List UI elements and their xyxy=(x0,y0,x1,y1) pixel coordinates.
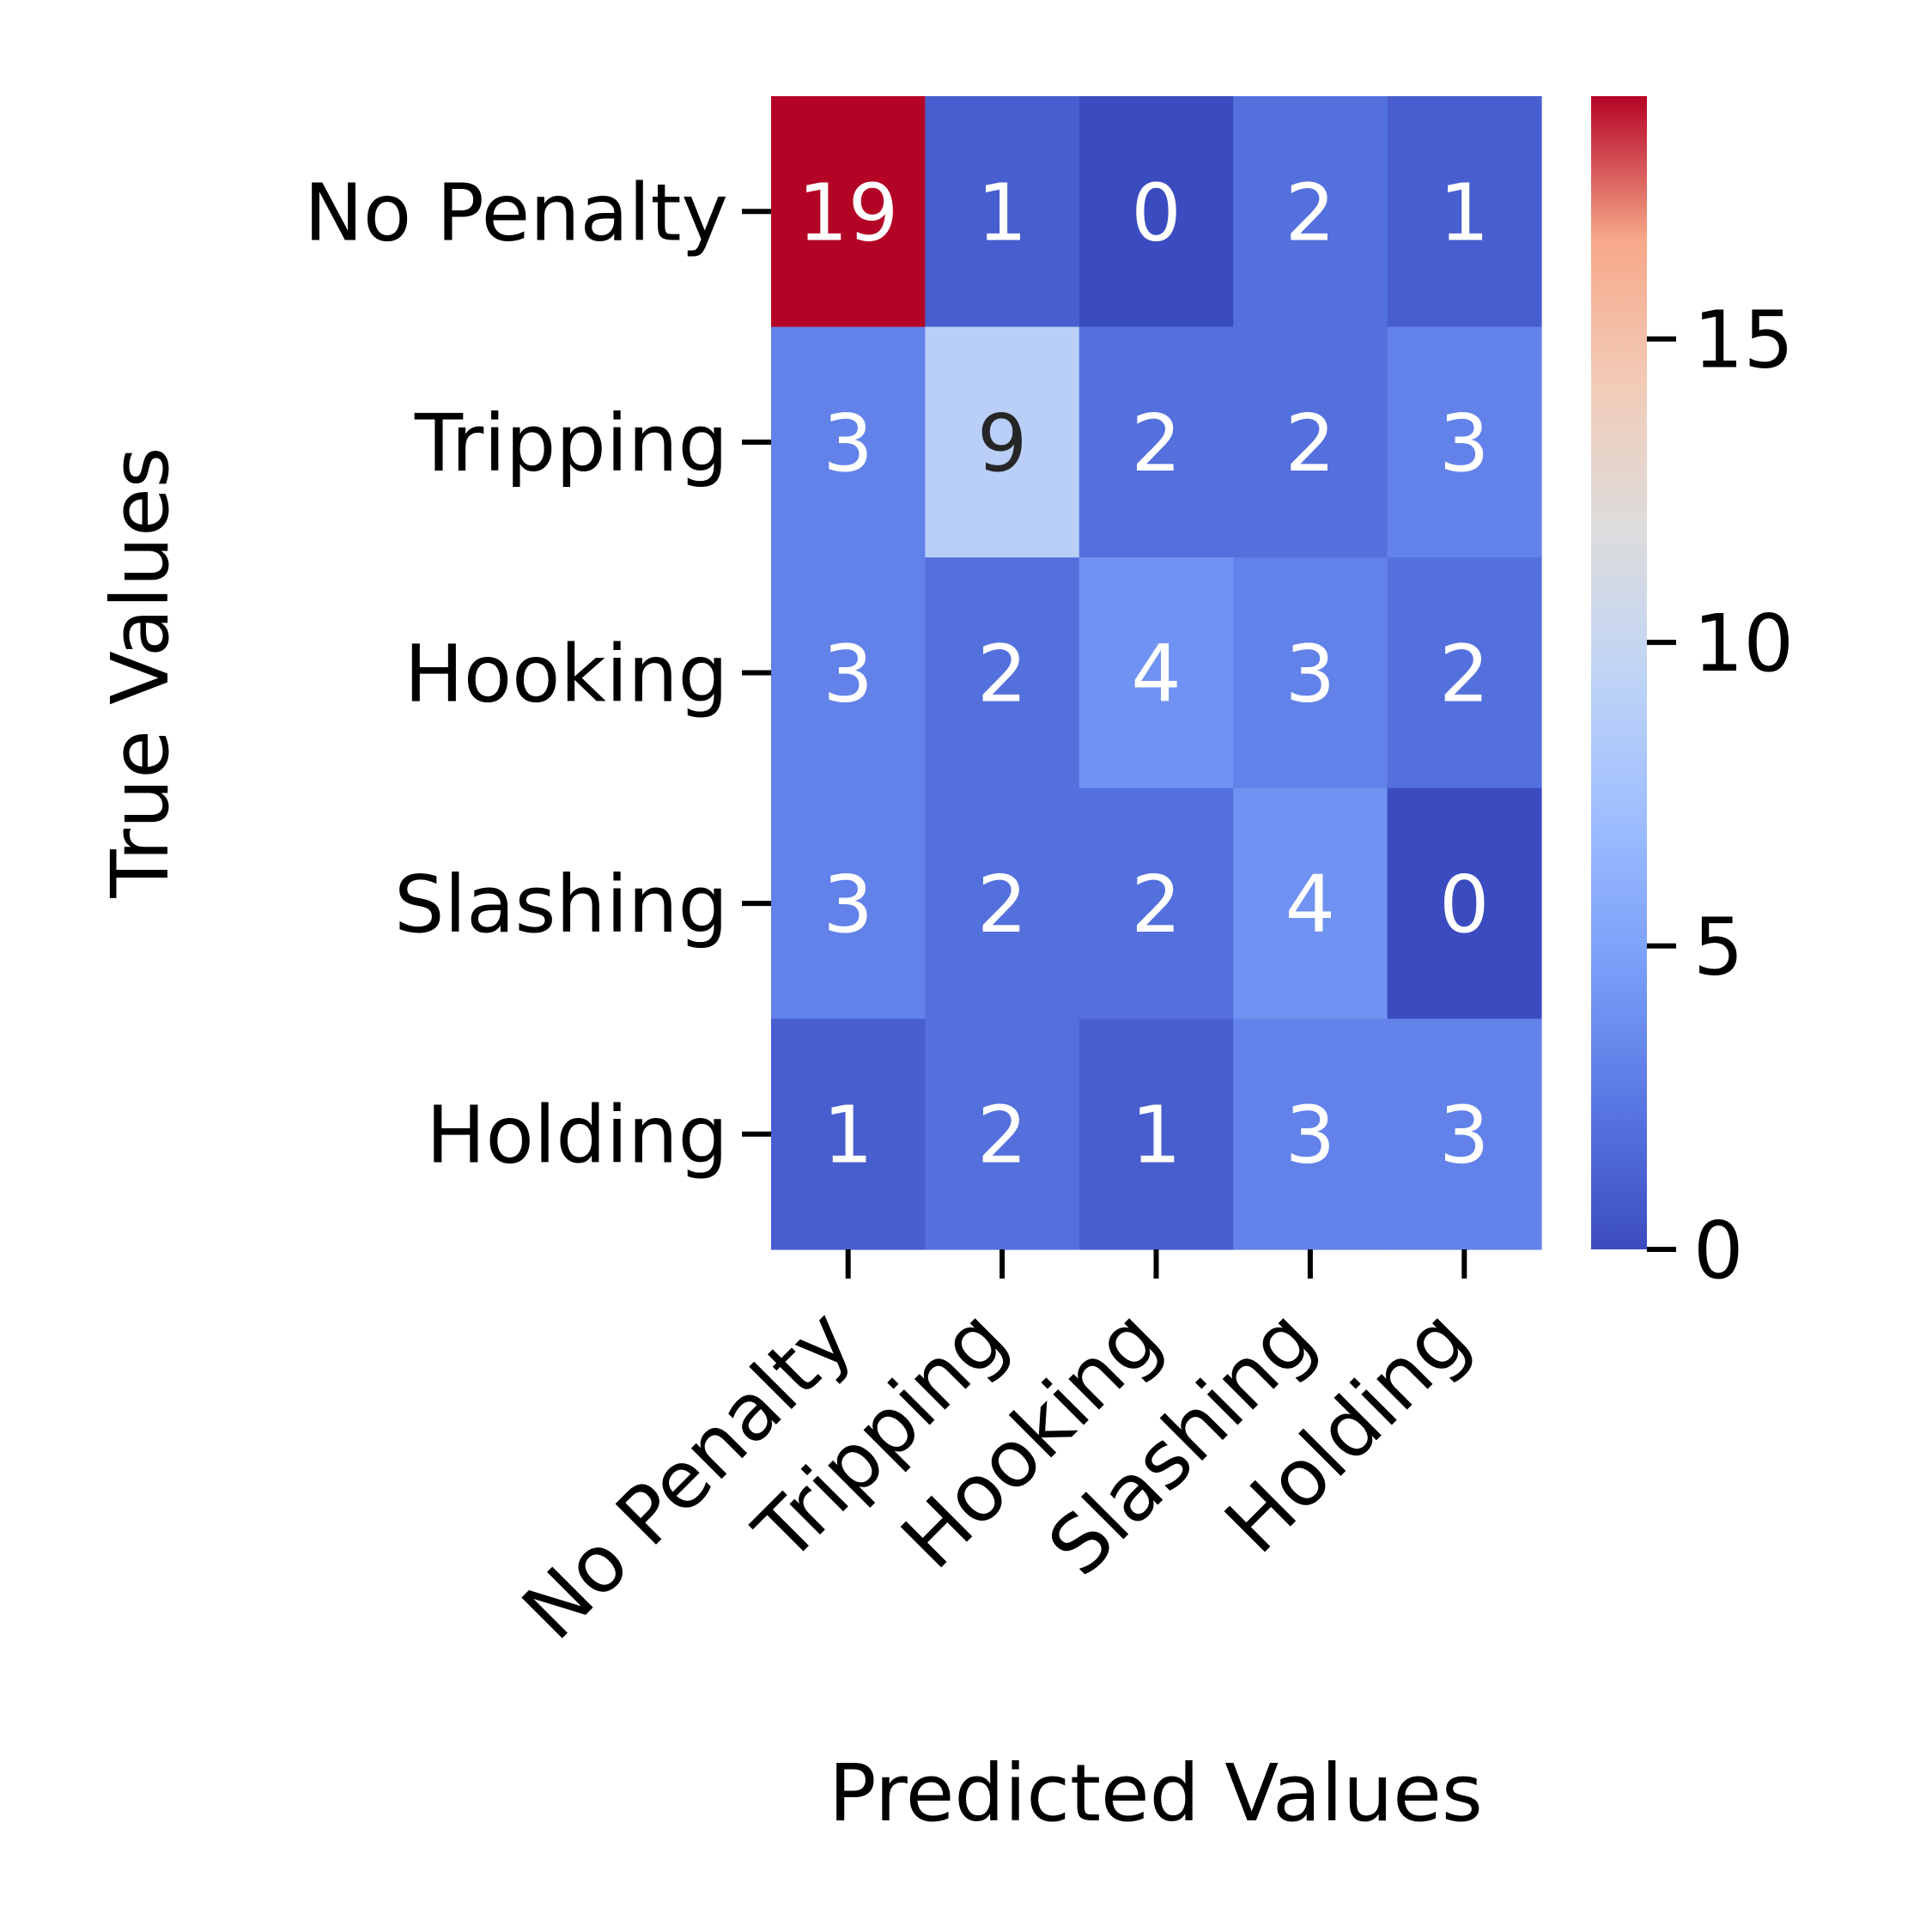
y-tick-label: Tripping xyxy=(414,398,728,489)
heatmap-cell xyxy=(771,96,926,328)
cell-value-label: 4 xyxy=(1131,629,1182,720)
heatmap-cell xyxy=(1233,557,1388,789)
y-axis-title: True Values xyxy=(94,447,186,898)
cell-value-label: 3 xyxy=(1285,1090,1336,1182)
heatmap-cell xyxy=(1387,326,1542,558)
heatmap-cell xyxy=(771,787,926,1019)
heatmap-cell xyxy=(925,326,1080,558)
heatmap-cell xyxy=(1387,787,1542,1019)
colorbar-tick-label: 15 xyxy=(1693,295,1794,386)
cell-value-label: 2 xyxy=(1439,629,1490,720)
heatmap-cell xyxy=(1387,96,1542,328)
heatmap-cell xyxy=(1078,787,1234,1019)
cell-value-label: 3 xyxy=(823,629,873,720)
cell-value-label: 3 xyxy=(1439,398,1490,489)
heatmap-cell xyxy=(771,326,926,558)
cell-value-label: 1 xyxy=(823,1090,873,1182)
x-axis-title: Predicted Values xyxy=(829,1747,1483,1839)
cell-value-label: 19 xyxy=(798,167,898,258)
heatmap-cell xyxy=(925,557,1080,789)
heatmap-cell xyxy=(771,557,926,789)
heatmap-cell xyxy=(1078,557,1234,789)
cell-value-label: 3 xyxy=(1439,1090,1490,1182)
cell-value-label: 2 xyxy=(1285,398,1336,489)
y-tick-label: Slashing xyxy=(394,859,728,951)
cell-value-labels: 19 1 0 2 1 3 9 2 2 3 3 2 4 3 2 3 2 2 4 0 1 2 1 3 3 xyxy=(798,167,1489,1181)
cell-value-label: 2 xyxy=(977,1090,1028,1182)
heatmap-cell xyxy=(1233,326,1388,558)
cell-value-label: 3 xyxy=(823,859,873,951)
heatmap-cell xyxy=(1387,557,1542,789)
cell-value-label: 3 xyxy=(823,398,873,489)
cell-value-label: 2 xyxy=(977,629,1028,720)
cell-value-label: 2 xyxy=(1131,398,1182,489)
colorbar xyxy=(1591,96,1647,1249)
heatmap-cell xyxy=(1233,96,1388,328)
heatmap-cell xyxy=(1078,326,1234,558)
y-axis-ticks: No Penalty Tripping Hooking Slashing Holding xyxy=(304,167,771,1182)
heatmap-cell xyxy=(1233,787,1388,1019)
colorbar-ticks: 0 5 10 15 xyxy=(1647,295,1794,1297)
cell-value-label: 1 xyxy=(977,167,1028,258)
heatmap-cell xyxy=(1078,1018,1234,1250)
cell-value-label: 1 xyxy=(1131,1090,1182,1182)
heatmap-cell xyxy=(771,1018,926,1250)
y-tick-label: Hooking xyxy=(404,629,728,720)
heatmap-cell xyxy=(1233,1018,1388,1250)
cell-value-label: 2 xyxy=(977,859,1028,951)
cell-value-label: 2 xyxy=(1285,167,1336,258)
cell-value-label: 1 xyxy=(1439,167,1490,258)
cell-value-label: 2 xyxy=(1131,859,1182,951)
cell-value-label: 0 xyxy=(1131,167,1182,258)
cell-value-label: 9 xyxy=(977,398,1028,489)
heatmap-cell xyxy=(925,787,1080,1019)
heatmap-cells xyxy=(771,96,1542,1250)
cell-value-label: 3 xyxy=(1285,629,1336,720)
colorbar-tick-label: 10 xyxy=(1693,598,1794,690)
heatmap-cell xyxy=(925,96,1080,328)
y-tick-label: No Penalty xyxy=(304,167,728,258)
heatmap-cell xyxy=(1387,1018,1542,1250)
heatmap-cell xyxy=(925,1018,1080,1250)
heatmap-cell xyxy=(1078,96,1234,328)
cell-value-label: 4 xyxy=(1285,859,1336,951)
colorbar-tick-label: 5 xyxy=(1693,902,1744,993)
colorbar-tick-label: 0 xyxy=(1693,1205,1744,1297)
y-tick-label: Holding xyxy=(426,1090,728,1182)
cell-value-label: 0 xyxy=(1439,859,1490,951)
